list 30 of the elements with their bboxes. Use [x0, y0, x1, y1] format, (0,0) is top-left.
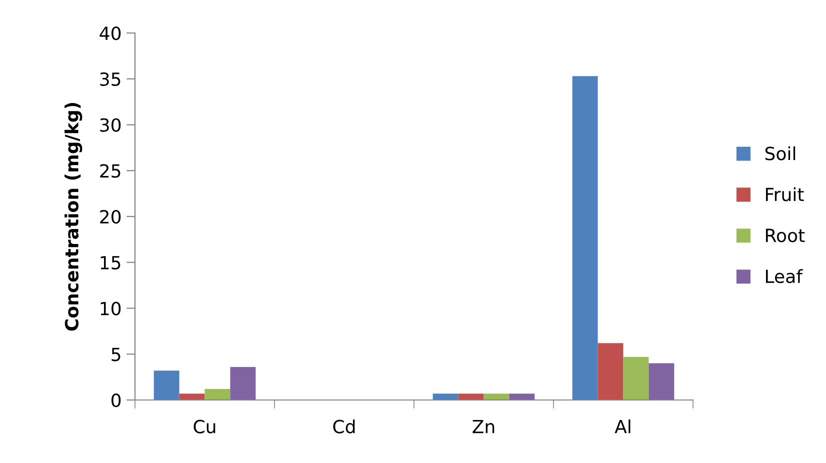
- y-tick-label: 10: [100, 302, 121, 316]
- y-tick-label: 5: [112, 348, 120, 362]
- bar: [432, 394, 458, 400]
- bar: [204, 388, 230, 400]
- y-tick-label: 40: [100, 26, 121, 40]
- bar: [623, 356, 649, 400]
- x-tick-label: Al: [614, 419, 630, 434]
- bar: [179, 394, 205, 400]
- bar: [154, 370, 180, 400]
- legend-label: Soil: [765, 146, 796, 160]
- bar: [484, 394, 510, 400]
- y-tick-label: 30: [100, 118, 121, 132]
- bar: [648, 363, 674, 400]
- bar: [598, 343, 624, 400]
- y-tick-label: 15: [100, 256, 120, 270]
- bar: [509, 394, 535, 400]
- x-tick-label: Zn: [472, 420, 494, 434]
- y-tick-label: 20: [100, 210, 121, 224]
- x-tick-label: Cu: [194, 420, 216, 434]
- legend-label: Fruit: [766, 187, 804, 202]
- y-tick-label: 35: [100, 72, 120, 86]
- y-tick-label: 25: [100, 164, 120, 178]
- x-tick-label: Cd: [333, 419, 355, 434]
- bar: [572, 76, 598, 400]
- y-tick-label: 0: [112, 393, 121, 408]
- legend-label: Leaf: [766, 269, 803, 284]
- bar: [230, 366, 256, 400]
- legend-label: Root: [766, 228, 805, 242]
- y-axis-title: Concentration (mg/kg): [64, 102, 82, 331]
- bar: [458, 394, 484, 400]
